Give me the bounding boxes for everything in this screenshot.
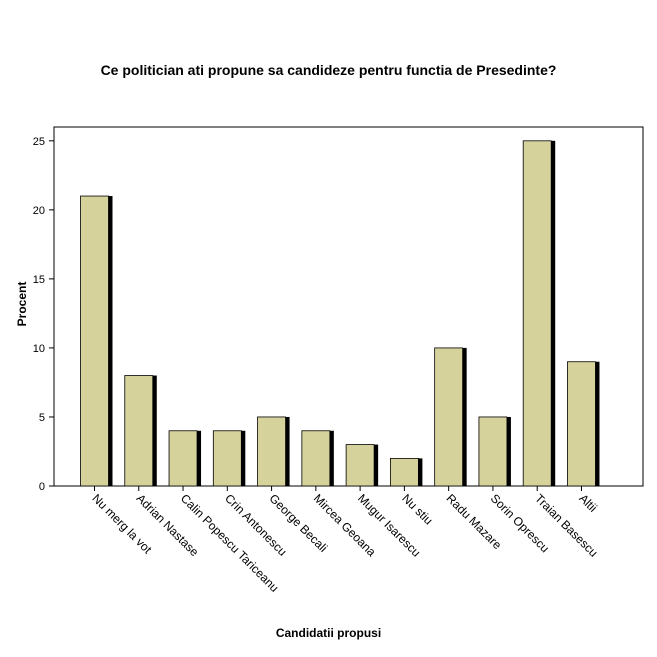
- bar: [80, 195, 109, 487]
- x-tick-label: Altii: [576, 491, 600, 515]
- x-axis-title: Candidatii propusi: [275, 626, 382, 640]
- y-tick-label: 15: [33, 274, 45, 286]
- bar: [522, 140, 552, 487]
- y-axis: 0 5 10 15 20 25: [33, 136, 54, 493]
- bar: [212, 430, 242, 487]
- bar: [345, 444, 375, 487]
- bar: [301, 430, 331, 487]
- chart-title: Ce politician ati propune sa candideze p…: [100, 62, 557, 78]
- bar: [168, 430, 198, 487]
- bar: [389, 457, 419, 487]
- y-tick-label: 25: [33, 136, 45, 148]
- y-tick-label: 5: [39, 412, 45, 424]
- bars: [80, 140, 600, 487]
- bar: [478, 416, 508, 487]
- x-tick-label: Nu stiu: [399, 491, 435, 527]
- bar: [567, 361, 596, 487]
- y-tick-label: 10: [33, 343, 45, 355]
- bar: [124, 375, 154, 487]
- y-axis-title: Procent: [15, 281, 29, 327]
- bar: [434, 347, 464, 487]
- bar: [257, 416, 286, 487]
- y-tick-label: 0: [39, 481, 45, 493]
- y-tick-label: 20: [33, 205, 45, 217]
